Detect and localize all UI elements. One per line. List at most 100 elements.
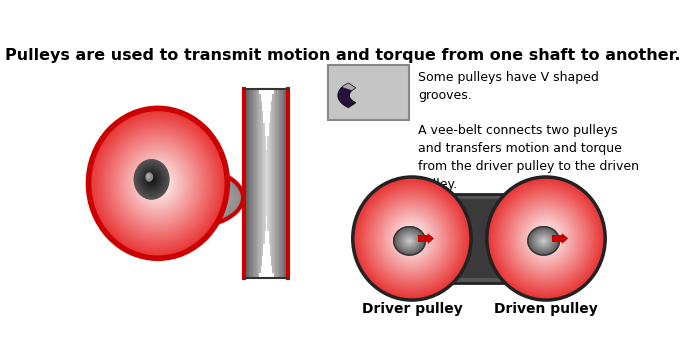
Ellipse shape [145,171,158,187]
Polygon shape [181,156,182,232]
Ellipse shape [138,165,164,194]
Ellipse shape [527,219,565,258]
Ellipse shape [403,235,416,247]
Polygon shape [262,111,263,256]
Ellipse shape [90,110,226,257]
Ellipse shape [403,234,416,247]
Polygon shape [177,150,178,234]
Ellipse shape [541,239,546,243]
Ellipse shape [540,232,552,245]
Polygon shape [274,90,275,277]
Ellipse shape [398,230,421,252]
Polygon shape [178,152,179,234]
Ellipse shape [186,196,190,199]
Polygon shape [174,145,175,236]
Ellipse shape [149,174,166,192]
Ellipse shape [408,239,411,242]
Ellipse shape [528,220,564,257]
Polygon shape [277,88,279,278]
Text: Driver pulley: Driver pulley [362,302,462,316]
Polygon shape [248,88,249,278]
Ellipse shape [510,200,583,277]
Ellipse shape [397,223,427,255]
Ellipse shape [406,238,412,244]
Ellipse shape [158,182,217,213]
Ellipse shape [356,181,468,296]
Ellipse shape [140,172,236,223]
Ellipse shape [382,208,442,269]
Ellipse shape [489,179,603,298]
Ellipse shape [134,169,241,227]
Polygon shape [249,88,250,278]
Ellipse shape [138,171,238,224]
Ellipse shape [493,183,599,294]
Ellipse shape [523,214,570,263]
Ellipse shape [379,204,445,273]
Polygon shape [165,131,166,242]
Ellipse shape [147,175,156,184]
Ellipse shape [127,150,188,216]
Ellipse shape [155,180,161,186]
Ellipse shape [510,202,582,275]
Polygon shape [264,136,266,230]
Ellipse shape [501,192,591,285]
Polygon shape [412,194,546,283]
Ellipse shape [116,138,199,228]
Polygon shape [269,123,270,244]
Ellipse shape [142,172,234,223]
Ellipse shape [390,215,434,262]
Ellipse shape [534,226,558,251]
Ellipse shape [110,131,206,236]
Ellipse shape [130,153,186,213]
Ellipse shape [380,205,444,272]
Ellipse shape [364,189,459,288]
Ellipse shape [490,181,601,296]
Ellipse shape [397,194,427,283]
Ellipse shape [133,167,243,228]
Ellipse shape [118,140,198,227]
Ellipse shape [107,128,209,239]
Ellipse shape [153,179,162,188]
Ellipse shape [143,170,160,189]
Polygon shape [271,101,273,266]
Ellipse shape [123,146,192,221]
Ellipse shape [508,199,584,278]
Polygon shape [338,83,356,107]
Ellipse shape [377,202,447,275]
Ellipse shape [502,193,590,284]
Ellipse shape [543,235,549,242]
Polygon shape [164,130,165,243]
Polygon shape [261,101,262,266]
Ellipse shape [94,114,222,252]
Ellipse shape [543,240,545,242]
Polygon shape [254,88,256,278]
Ellipse shape [147,171,169,195]
Ellipse shape [393,219,431,258]
Ellipse shape [369,194,455,283]
Ellipse shape [125,147,191,219]
Ellipse shape [108,129,208,237]
Polygon shape [258,90,260,277]
Ellipse shape [137,162,166,196]
Ellipse shape [150,177,153,181]
Ellipse shape [151,177,225,217]
Ellipse shape [515,206,577,270]
Ellipse shape [407,234,416,244]
Polygon shape [419,235,429,242]
Ellipse shape [407,239,412,243]
Ellipse shape [516,208,575,269]
Ellipse shape [487,177,605,300]
Polygon shape [162,127,163,244]
Ellipse shape [166,185,210,210]
Ellipse shape [133,156,183,210]
Ellipse shape [138,162,177,204]
Ellipse shape [503,194,588,283]
Ellipse shape [395,221,429,256]
Ellipse shape [97,118,219,249]
Ellipse shape [119,141,197,225]
Ellipse shape [545,237,547,240]
Polygon shape [273,94,274,273]
Ellipse shape [406,232,418,245]
Ellipse shape [399,232,420,250]
Polygon shape [167,135,168,241]
